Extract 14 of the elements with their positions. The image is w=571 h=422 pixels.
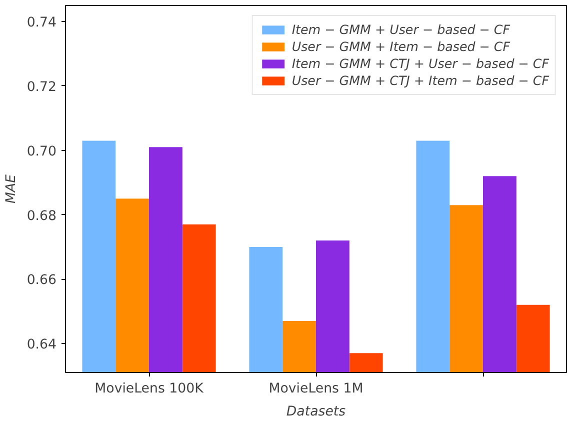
y-tick-label: 0.74 [26, 16, 57, 31]
x-axis-title: Datasets [286, 404, 346, 420]
y-tick-label: 0.66 [26, 273, 57, 288]
legend-label: Item − GMM + CTJ + User − based − CF [292, 56, 549, 71]
x-tick-label: MovieLens 1M [268, 382, 364, 396]
y-tick-label: 0.68 [26, 208, 57, 224]
y-tick-label: 0.72 [26, 80, 57, 95]
legend-label: User − GMM + Item − based − CF [292, 39, 510, 54]
y-tick-label: 0.70 [26, 144, 57, 160]
y-axis-title: MAE [4, 174, 19, 204]
legend-label: User − GMM + CTJ + Item − based − CF [292, 73, 549, 88]
legend-label: Item − GMM + User − based − CF [292, 22, 510, 37]
x-tick-label: MovieLens 100K [94, 382, 205, 396]
y-tick-label: 0.64 [26, 338, 57, 353]
